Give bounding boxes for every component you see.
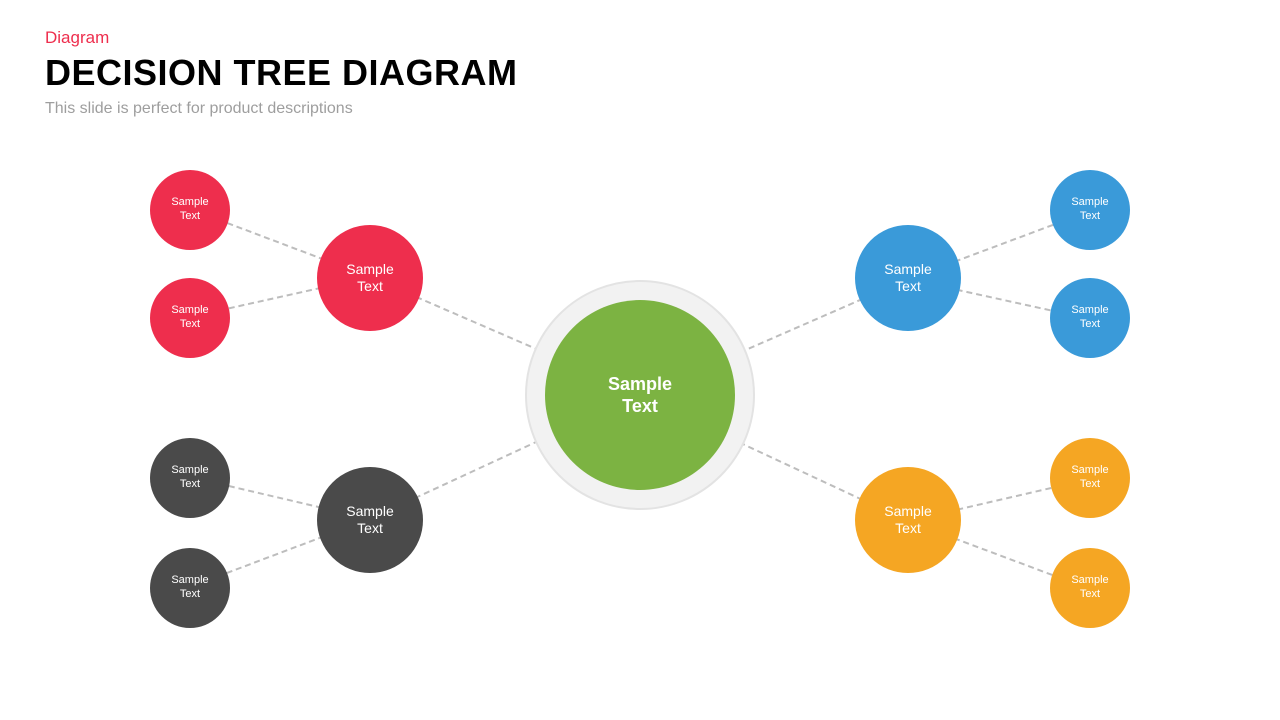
node-label: SampleText bbox=[342, 499, 397, 542]
node-label: SampleText bbox=[1067, 192, 1112, 228]
node-tl-mid: SampleText bbox=[317, 225, 423, 331]
node-label: SampleText bbox=[604, 369, 676, 422]
node-label: SampleText bbox=[342, 257, 397, 300]
node-bl-a: SampleText bbox=[150, 438, 230, 518]
node-bl-b: SampleText bbox=[150, 548, 230, 628]
node-br-b: SampleText bbox=[1050, 548, 1130, 628]
node-bl-mid: SampleText bbox=[317, 467, 423, 573]
node-label: SampleText bbox=[1067, 300, 1112, 336]
node-label: SampleText bbox=[167, 570, 212, 606]
node-label: SampleText bbox=[167, 300, 212, 336]
node-label: SampleText bbox=[167, 192, 212, 228]
node-label: SampleText bbox=[167, 460, 212, 496]
node-tr-b: SampleText bbox=[1050, 278, 1130, 358]
node-br-a: SampleText bbox=[1050, 438, 1130, 518]
node-label: SampleText bbox=[880, 257, 935, 300]
node-label: SampleText bbox=[1067, 570, 1112, 606]
node-label: SampleText bbox=[880, 499, 935, 542]
node-label: SampleText bbox=[1067, 460, 1112, 496]
node-tr-mid: SampleText bbox=[855, 225, 961, 331]
node-tl-a: SampleText bbox=[150, 170, 230, 250]
diagram-canvas: SampleText SampleText SampleText SampleText… bbox=[0, 0, 1280, 720]
node-center: SampleText bbox=[545, 300, 735, 490]
node-tr-a: SampleText bbox=[1050, 170, 1130, 250]
node-tl-b: SampleText bbox=[150, 278, 230, 358]
node-br-mid: SampleText bbox=[855, 467, 961, 573]
